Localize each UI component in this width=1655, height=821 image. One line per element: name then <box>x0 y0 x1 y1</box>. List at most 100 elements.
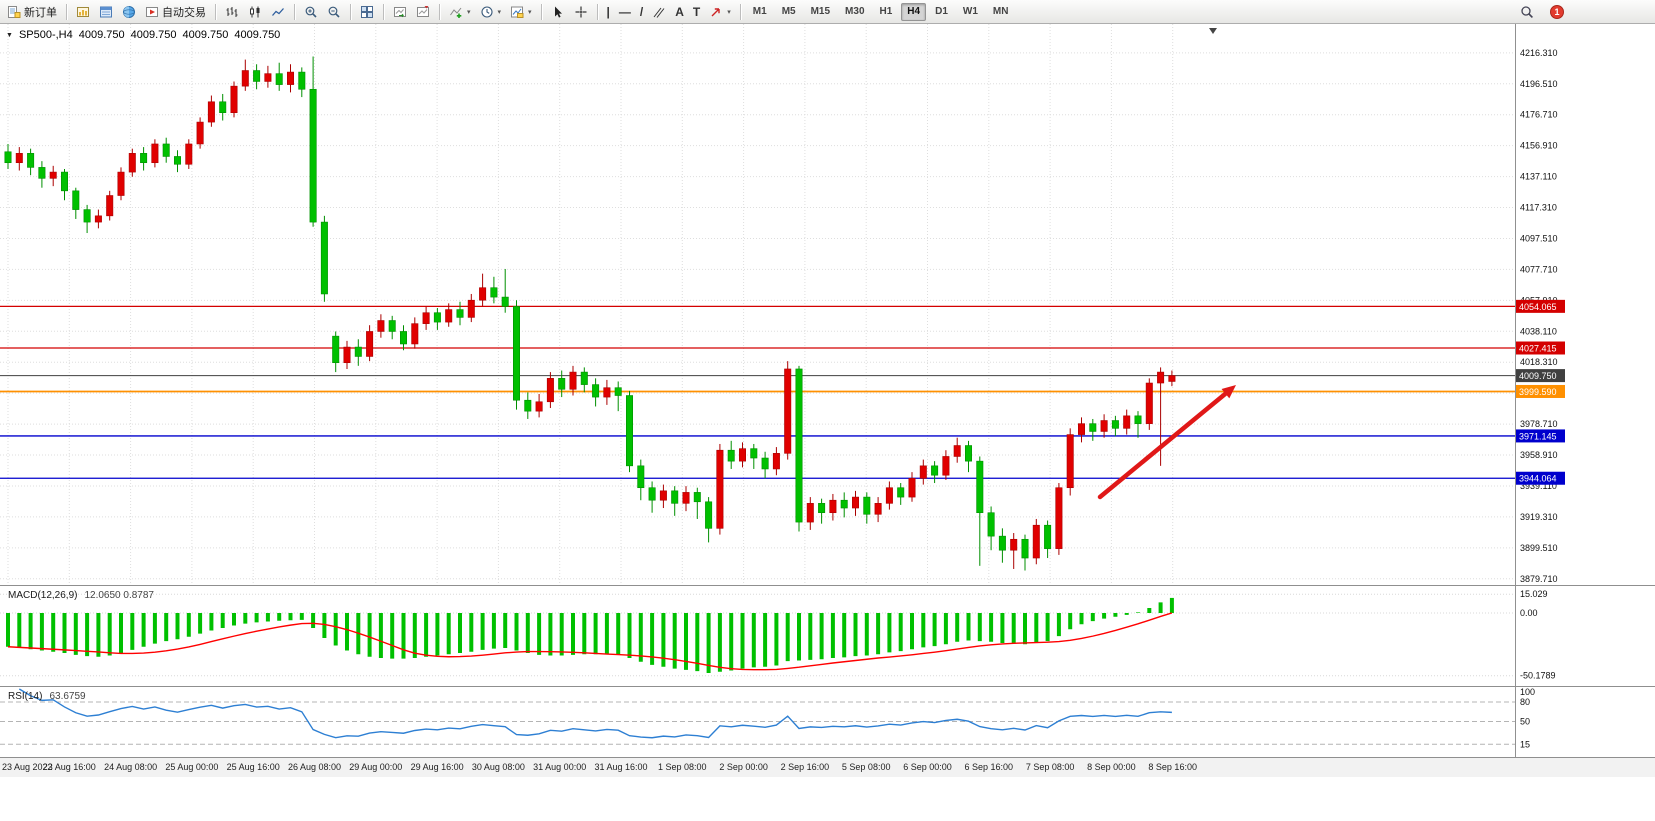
bar-chart-button[interactable] <box>221 2 243 22</box>
trendline-tool-button[interactable]: / <box>636 2 647 22</box>
arrows-tool-button[interactable]: ▾ <box>705 2 735 22</box>
svg-text:100: 100 <box>1520 687 1535 697</box>
svg-text:4097.510: 4097.510 <box>1520 233 1558 243</box>
timeframe-d1-button[interactable]: D1 <box>929 3 954 21</box>
vertical-line-icon: | <box>606 4 610 19</box>
chart-shift-icon <box>416 5 430 19</box>
svg-text:0.00: 0.00 <box>1520 608 1538 618</box>
vertical-line-tool-button[interactable]: | <box>603 2 614 22</box>
time-axis-label: 8 Sep 16:00 <box>1148 762 1197 772</box>
timeframe-w1-button[interactable]: W1 <box>957 3 984 21</box>
macd-name: MACD(12,26,9) <box>8 590 78 601</box>
level-lines <box>0 305 1515 479</box>
auto-trading-icon <box>145 5 159 19</box>
templates-button[interactable]: ▾ <box>506 2 536 22</box>
chart-title: ▼ SP500-,H4 4009.750 4009.750 4009.750 4… <box>6 29 280 41</box>
text-icon: A <box>675 4 684 19</box>
svg-text:4018.310: 4018.310 <box>1520 357 1558 367</box>
toolbar-separator <box>294 3 295 20</box>
annotation-arrow[interactable] <box>1097 385 1236 500</box>
timeframe-m30-button[interactable]: M30 <box>839 3 870 21</box>
svg-text:4009.750: 4009.750 <box>1519 371 1557 381</box>
time-axis-label: 2 Sep 00:00 <box>719 762 768 772</box>
macd-values: 12.0650 0.8787 <box>84 590 154 601</box>
auto-trading-button[interactable]: 自动交易 <box>141 2 210 22</box>
svg-text:3978.710: 3978.710 <box>1520 419 1558 429</box>
svg-text:15.029: 15.029 <box>1520 589 1548 599</box>
cursor-button[interactable] <box>547 2 569 22</box>
svg-text:4038.110: 4038.110 <box>1520 326 1557 336</box>
svg-text:4027.415: 4027.415 <box>1519 344 1557 354</box>
svg-text:4176.710: 4176.710 <box>1520 110 1558 120</box>
text-tool-button[interactable]: A <box>671 2 688 22</box>
periods-button[interactable]: ▾ <box>476 2 506 22</box>
chart-shift-marker[interactable] <box>1209 28 1217 34</box>
rsi-label: RSI(14) 63.6759 <box>8 691 86 702</box>
time-axis-label: 1 Sep 08:00 <box>658 762 707 772</box>
time-axis-label: 7 Sep 08:00 <box>1025 762 1075 772</box>
crosshair-button[interactable] <box>570 2 592 22</box>
indicators-button[interactable]: ▾ <box>445 2 475 22</box>
timeframe-h1-button[interactable]: H1 <box>874 3 899 21</box>
equidistant-channel-button[interactable] <box>648 2 670 22</box>
navigator-button[interactable] <box>118 2 140 22</box>
new-chart-button[interactable] <box>72 2 94 22</box>
timeframe-m5-button[interactable]: M5 <box>776 3 802 21</box>
new-order-button[interactable]: 新订单 <box>3 2 61 22</box>
rsi-panel[interactable]: 100 80 50 15 RSI(14) 63.6759 <box>0 686 1655 757</box>
new-order-label: 新订单 <box>24 6 57 19</box>
main-toolbar: 新订单 自动交易 ▾ ▾ ▾ | — / A T ▾ M1 M5 M15 M30… <box>0 0 1655 24</box>
line-chart-icon <box>271 5 285 19</box>
toolbar-separator <box>439 3 440 20</box>
chart-collapse-arrow[interactable]: ▼ <box>6 31 13 39</box>
zoom-out-icon <box>327 5 341 19</box>
time-axis-label: 6 Sep 00:00 <box>903 762 952 772</box>
ohlc-close: 4009.750 <box>234 29 281 41</box>
price-chart-canvas[interactable]: 4216.310 4196.510 4176.710 4156.910 4137.110… <box>0 24 1655 585</box>
chart-symbol-period: SP500-,H4 <box>18 29 73 41</box>
text-label-tool-button[interactable]: T <box>689 2 704 22</box>
ohlc-open: 4009.750 <box>78 29 125 41</box>
new-chart-icon <box>76 5 90 19</box>
macd-signal-line <box>7 612 1173 671</box>
cursor-arrow-icon <box>551 5 565 19</box>
line-chart-button[interactable] <box>267 2 289 22</box>
macd-histogram <box>6 597 1174 673</box>
candlestick-chart-button[interactable] <box>244 2 266 22</box>
toolbar-right-cluster: 1 <box>1516 2 1564 22</box>
auto-scroll-button[interactable] <box>389 2 411 22</box>
crosshair-icon <box>574 5 588 19</box>
chart-shift-button[interactable] <box>412 2 434 22</box>
timeframe-h4-button[interactable]: H4 <box>901 2 927 21</box>
macd-panel[interactable]: 15.029 0.00 -50.1789 MACD(12,26,9) 12.0650… <box>0 585 1655 686</box>
svg-text:3919.310: 3919.310 <box>1520 512 1558 522</box>
timeframe-m1-button[interactable]: M1 <box>747 3 773 21</box>
macd-canvas[interactable]: 15.029 0.00 -50.1789 <box>0 586 1655 686</box>
price-chart-panel[interactable]: 4216.310 4196.510 4176.710 4156.910 4137.110… <box>0 24 1655 585</box>
tile-windows-icon <box>360 5 374 19</box>
svg-text:50: 50 <box>1520 717 1530 727</box>
svg-text:3939.110: 3939.110 <box>1520 481 1557 491</box>
search-button[interactable] <box>1516 2 1538 22</box>
add-indicator-icon <box>449 5 463 19</box>
price-axis[interactable]: 4216.310 4196.510 4176.710 4156.910 4137.110… <box>1520 48 1558 584</box>
notification-badge[interactable]: 1 <box>1550 4 1564 19</box>
horizontal-line-tool-button[interactable]: — <box>615 2 635 22</box>
tile-windows-button[interactable] <box>356 2 378 22</box>
template-icon <box>510 5 524 19</box>
timeframe-m15-button[interactable]: M15 <box>805 3 836 21</box>
market-watch-button[interactable] <box>95 2 117 22</box>
macd-scale[interactable]: 15.029 0.00 -50.1789 <box>1520 589 1556 681</box>
time-axis[interactable]: 23 Aug 2022 23 Aug 16:00 24 Aug 08:00 25 Au… <box>0 757 1655 777</box>
svg-text:4077.710: 4077.710 <box>1520 264 1558 274</box>
ohlc-low: 4009.750 <box>182 29 229 41</box>
zoom-out-button[interactable] <box>323 2 345 22</box>
macd-label: MACD(12,26,9) 12.0650 0.8787 <box>8 590 154 601</box>
chevron-down-icon: ▾ <box>497 8 502 16</box>
timeframe-mn-button[interactable]: MN <box>987 3 1015 21</box>
macd-grid <box>0 593 1515 677</box>
trendline-icon: / <box>639 4 644 19</box>
zoom-in-button[interactable] <box>300 2 322 22</box>
